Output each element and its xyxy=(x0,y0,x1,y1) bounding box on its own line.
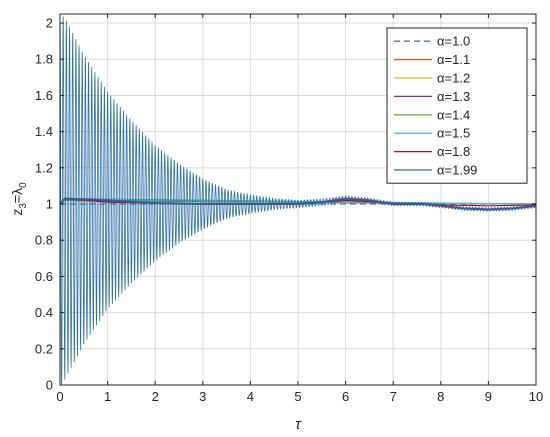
x-tick-label: 7 xyxy=(390,389,397,404)
y-axis-label-sub2: 0 xyxy=(18,182,29,188)
series-trend-line xyxy=(60,197,536,211)
x-tick-label: 9 xyxy=(485,389,492,404)
legend: α=1.0 α=1.1 α=1.2 α=1.3 α=1.4 α=1.5 α=1.8 α=1.9… xyxy=(386,27,528,184)
x-tick-label: 3 xyxy=(199,389,206,404)
y-axis-label: z3=λ0 xyxy=(9,182,29,216)
y-tick-label: 0.8 xyxy=(35,233,53,248)
x-tick-label: 2 xyxy=(152,389,159,404)
y-tick-label: 1.8 xyxy=(35,52,53,67)
legend-label: α=1.2 xyxy=(437,71,470,86)
y-tick-label: 0.2 xyxy=(35,341,53,356)
y-tick-label: 1 xyxy=(46,197,53,212)
x-tick-label: 10 xyxy=(529,389,543,404)
legend-label: α=1.8 xyxy=(437,144,470,159)
legend-label: α=1.5 xyxy=(437,126,470,141)
x-tick-label: 5 xyxy=(294,389,301,404)
x-tick-label: 1 xyxy=(104,389,111,404)
x-tick-label: 8 xyxy=(437,389,444,404)
legend-label: α=1.4 xyxy=(437,107,470,122)
y-axis-label-main: z xyxy=(9,209,25,216)
y-tick-label: 0.6 xyxy=(35,269,53,284)
y-tick-label: 2 xyxy=(46,16,53,31)
y-tick-label: 1.2 xyxy=(35,160,53,175)
y-tick-label: 1.6 xyxy=(35,88,53,103)
legend-box xyxy=(386,27,528,184)
legend-label: α=1.1 xyxy=(437,52,470,67)
legend-label: α=1.99 xyxy=(437,163,477,178)
y-axis-label-mid: =λ xyxy=(9,188,25,203)
legend-label: α=1.3 xyxy=(437,89,470,104)
tick-layer: 0 1 2 3 4 5 6 7 8 9 10 0 0.2 0.4 0.6 0.8 1 1.2 1.4 1.6 1.8 2 xyxy=(35,14,543,404)
legend-label: α=1.0 xyxy=(437,34,470,49)
x-tick-label: 4 xyxy=(247,389,254,404)
y-tick-label: 1.4 xyxy=(35,124,53,139)
x-tick-label: 0 xyxy=(56,389,63,404)
x-axis-label: τ xyxy=(295,416,302,433)
y-axis-label-sub1: 3 xyxy=(18,203,29,209)
y-tick-label: 0.4 xyxy=(35,305,53,320)
x-tick-label: 6 xyxy=(342,389,349,404)
y-tick-label: 0 xyxy=(46,378,53,393)
series-layer xyxy=(60,14,536,385)
